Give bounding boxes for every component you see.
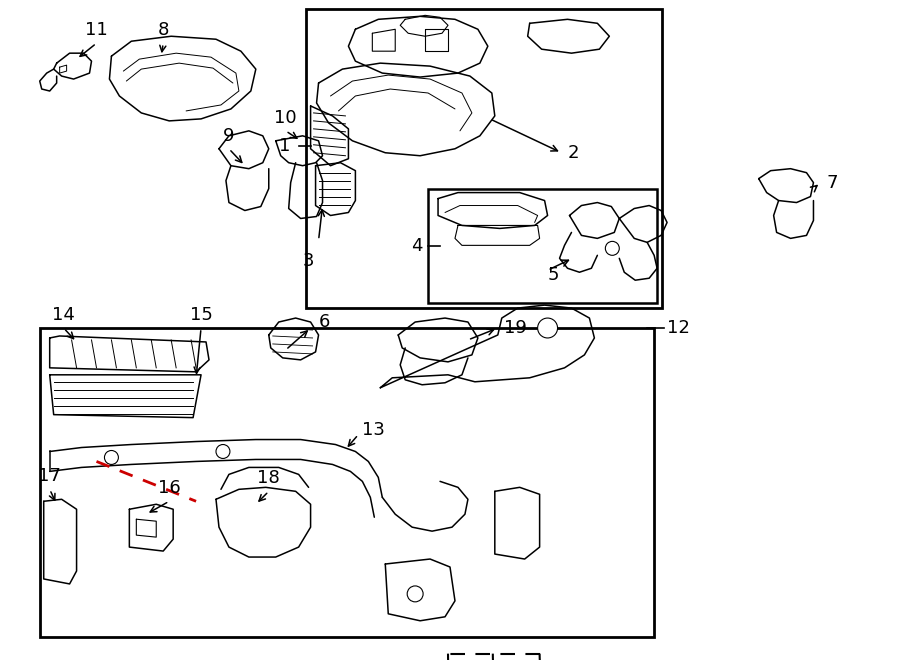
Text: 11: 11: [86, 21, 108, 39]
Circle shape: [407, 586, 423, 602]
Text: 10: 10: [274, 109, 297, 127]
Text: 12: 12: [667, 319, 690, 337]
Text: 13: 13: [363, 420, 385, 439]
Text: 9: 9: [223, 127, 235, 145]
Bar: [428, 188, 657, 303]
Text: 14: 14: [52, 306, 75, 324]
Text: 17: 17: [39, 467, 61, 485]
Circle shape: [104, 451, 119, 465]
Text: 3: 3: [302, 253, 314, 270]
Text: 7: 7: [826, 174, 838, 192]
Circle shape: [216, 444, 230, 459]
Circle shape: [537, 318, 557, 338]
Text: 5: 5: [547, 266, 559, 284]
Bar: [306, 9, 662, 308]
Text: 8: 8: [158, 21, 169, 39]
Text: 19: 19: [504, 319, 526, 337]
Text: 6: 6: [319, 313, 330, 331]
Bar: [40, 328, 654, 637]
Text: 18: 18: [257, 469, 280, 487]
Text: 16: 16: [158, 479, 181, 497]
Text: 1: 1: [279, 137, 291, 155]
Text: 2: 2: [568, 143, 579, 162]
Text: 15: 15: [190, 306, 212, 324]
Circle shape: [606, 241, 619, 255]
Text: 4: 4: [410, 237, 422, 255]
